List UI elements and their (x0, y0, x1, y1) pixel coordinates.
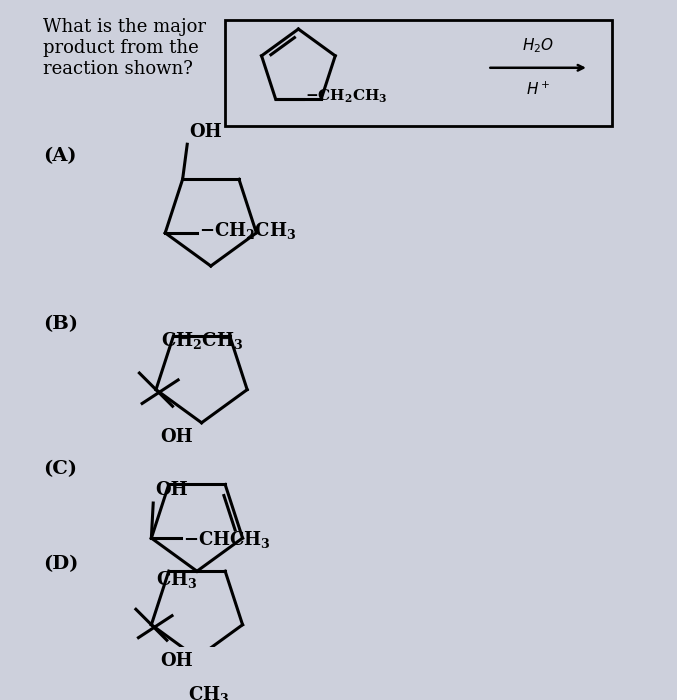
Text: $\mathregular{CH_3}$: $\mathregular{CH_3}$ (188, 684, 230, 700)
Text: OH: OH (189, 122, 221, 141)
Text: $\mathregular{CH_2CH_3}$: $\mathregular{CH_2CH_3}$ (160, 330, 243, 351)
Text: OH: OH (160, 652, 193, 671)
Bar (225, 20, 612, 126)
Text: (D): (D) (43, 554, 79, 573)
Text: (C): (C) (43, 461, 77, 479)
Text: OH: OH (160, 428, 193, 447)
Text: $H_2O$: $H_2O$ (522, 36, 554, 55)
Text: $\mathregular{-CH_2CH_3}$: $\mathregular{-CH_2CH_3}$ (305, 88, 388, 105)
Text: $H^+$: $H^+$ (526, 80, 550, 98)
Text: $\mathregular{-CH_2CH_3}$: $\mathregular{-CH_2CH_3}$ (199, 220, 297, 241)
Text: What is the major
product from the
reaction shown?: What is the major product from the react… (43, 18, 206, 78)
Text: (B): (B) (43, 315, 78, 333)
Text: (A): (A) (43, 147, 77, 165)
Text: $\mathregular{CH_3}$: $\mathregular{CH_3}$ (156, 568, 198, 589)
Text: $\mathregular{-CHCH_3}$: $\mathregular{-CHCH_3}$ (183, 529, 271, 550)
Text: OH: OH (155, 482, 188, 499)
